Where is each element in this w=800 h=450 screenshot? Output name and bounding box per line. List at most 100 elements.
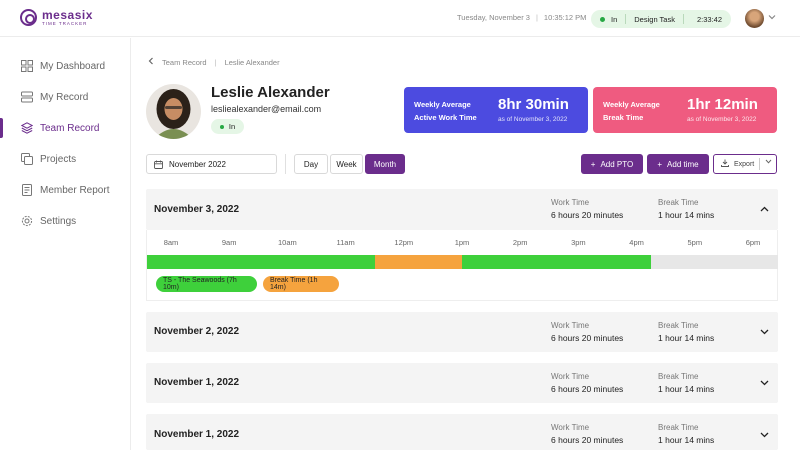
clock-status: In	[611, 14, 618, 24]
work-time-label: Work Time	[551, 372, 590, 381]
gear-icon	[21, 215, 33, 227]
status-badge: In	[211, 119, 244, 134]
calendar-icon	[154, 160, 163, 169]
current-datetime: Tuesday, November 3 | 10:35:12 PM |	[457, 13, 594, 22]
day-date: November 2, 2022	[154, 326, 240, 337]
sidebar-item-label: Team Record	[40, 122, 100, 134]
break-time-label: Break Time	[658, 423, 699, 432]
stat-value: 1hr 12min	[687, 96, 758, 113]
stat-label: Weekly Average Active Work Time	[414, 98, 494, 124]
legend-work-label: TS - The Seawoods (7h 10m)	[163, 277, 237, 291]
chevron-down-icon[interactable]	[760, 430, 769, 441]
controls-divider	[285, 154, 286, 174]
day-record-header[interactable]: November 3, 2022 Work Time 6 hours 20 mi…	[146, 189, 778, 230]
sidebar-item-label: My Record	[40, 91, 89, 103]
current-date: Tuesday, November 3	[457, 13, 530, 22]
download-icon	[721, 159, 729, 169]
work-time-label: Work Time	[551, 321, 590, 330]
view-week-button[interactable]: Week	[330, 154, 363, 174]
day-date: November 1, 2022	[154, 377, 240, 388]
hour-label: 5pm	[687, 238, 703, 247]
report-icon	[21, 184, 33, 196]
work-time-value: 6 hours 20 minutes	[551, 210, 624, 220]
sidebar-item-label: My Dashboard	[40, 60, 106, 72]
pill-divider	[625, 14, 627, 24]
status-dot-icon	[219, 124, 224, 129]
timeline-work-segment[interactable]	[462, 255, 652, 269]
task-timer: 2:33:42	[696, 14, 722, 24]
work-time-value: 6 hours 20 minutes	[551, 333, 624, 343]
pill-divider	[682, 14, 684, 24]
break-time-label: Break Time	[658, 372, 699, 381]
breadcrumb: Team Record | Leslie Alexander	[148, 57, 280, 67]
clock-status-pill[interactable]: In Design Task 2:33:42	[591, 10, 731, 28]
add-time-button[interactable]: + Add time	[647, 154, 709, 174]
day-record-header[interactable]: November 2, 2022 Work Time 6 hours 20 mi…	[146, 312, 778, 352]
day-date: November 3, 2022	[154, 204, 240, 215]
weekly-work-time-card: Weekly Average Active Work Time 8hr 30mi…	[404, 87, 588, 133]
stat-label: Weekly Average Break Time	[603, 98, 683, 124]
user-email: lesliealexander@email.com	[211, 104, 322, 114]
break-time-label: Break Time	[658, 321, 699, 330]
breadcrumb-divider: |	[214, 57, 217, 67]
hour-label: 6pm	[745, 238, 761, 247]
day-record-header[interactable]: November 1, 2022 Work Time 6 hours 20 mi…	[146, 414, 778, 450]
legend-work-chip[interactable]: TS - The Seawoods (7h 10m)	[156, 276, 257, 292]
sidebar-item-team-record[interactable]: Team Record	[0, 116, 131, 140]
day-timeline-panel: 8am 9am 10am 11am 12pm 1pm 2pm 3pm 4pm 5pm 6pm TS …	[146, 230, 778, 301]
status-badge-label: In	[228, 122, 236, 131]
timeline-break-segment[interactable]	[374, 255, 462, 269]
sidebar-item-my-record[interactable]: My Record	[0, 85, 131, 109]
work-time-label: Work Time	[551, 198, 590, 207]
hour-label: 8am	[163, 238, 179, 247]
breadcrumb-parent[interactable]: Team Record	[162, 57, 207, 67]
timeline-work-segment[interactable]	[147, 255, 375, 269]
sidebar-item-label: Projects	[40, 153, 77, 165]
logo-mark-icon	[20, 9, 37, 27]
hour-label: 3pm	[571, 238, 586, 247]
day-record-header[interactable]: November 1, 2022 Work Time 6 hours 20 mi…	[146, 363, 778, 403]
sidebar: My Dashboard My Record Team Record Proje…	[0, 38, 131, 450]
user-avatar[interactable]	[745, 9, 764, 28]
datetime-divider: |	[535, 13, 538, 22]
view-day-button[interactable]: Day	[294, 154, 328, 174]
hour-label: 9am	[221, 238, 237, 247]
chevron-down-icon[interactable]	[765, 159, 772, 166]
hour-label: 11am	[336, 238, 355, 247]
export-button[interactable]: Export	[713, 154, 777, 174]
stat-value: 8hr 30min	[498, 96, 569, 113]
break-time-value: 1 hour 14 mins	[658, 435, 715, 445]
stat-label-line: Weekly Average	[414, 100, 471, 109]
legend-break-label: Break Time (1h 14m)	[270, 277, 318, 291]
add-time-label: Add time	[667, 159, 699, 169]
add-pto-button[interactable]: + Add PTO	[581, 154, 643, 174]
stat-label-line: Active Work Time	[414, 113, 477, 122]
back-chevron-icon[interactable]	[148, 57, 154, 67]
sidebar-item-my-dashboard[interactable]: My Dashboard	[0, 54, 131, 78]
sidebar-item-member-report[interactable]: Member Report	[0, 178, 131, 202]
status-dot-icon	[600, 16, 605, 22]
legend-break-chip[interactable]: Break Time (1h 14m)	[263, 276, 339, 292]
record-icon	[21, 91, 33, 103]
chevron-up-icon[interactable]	[760, 204, 769, 215]
view-month-button[interactable]: Month	[365, 154, 405, 174]
top-bar: mesasix TIME TRACKER Tuesday, November 3…	[0, 0, 800, 37]
timeline-bar	[147, 255, 778, 269]
current-time: 10:35:12 PM	[543, 13, 587, 22]
chevron-down-icon[interactable]	[768, 13, 776, 22]
app-logo[interactable]: mesasix TIME TRACKER	[20, 9, 93, 27]
dashboard-icon	[21, 60, 33, 72]
break-time-value: 1 hour 14 mins	[658, 333, 715, 343]
chevron-down-icon[interactable]	[760, 327, 769, 338]
sidebar-item-label: Settings	[40, 215, 77, 227]
break-time-label: Break Time	[658, 198, 699, 207]
month-picker[interactable]: November 2022	[146, 154, 277, 174]
chevron-down-icon[interactable]	[760, 378, 769, 389]
break-time-value: 1 hour 14 mins	[658, 210, 715, 220]
plus-icon: +	[590, 159, 596, 169]
hour-label: 1pm	[454, 238, 470, 247]
sidebar-item-projects[interactable]: Projects	[0, 147, 131, 171]
stat-label-line: Break Time	[603, 113, 644, 122]
sidebar-item-settings[interactable]: Settings	[0, 209, 131, 233]
day-date: November 1, 2022	[154, 429, 240, 440]
